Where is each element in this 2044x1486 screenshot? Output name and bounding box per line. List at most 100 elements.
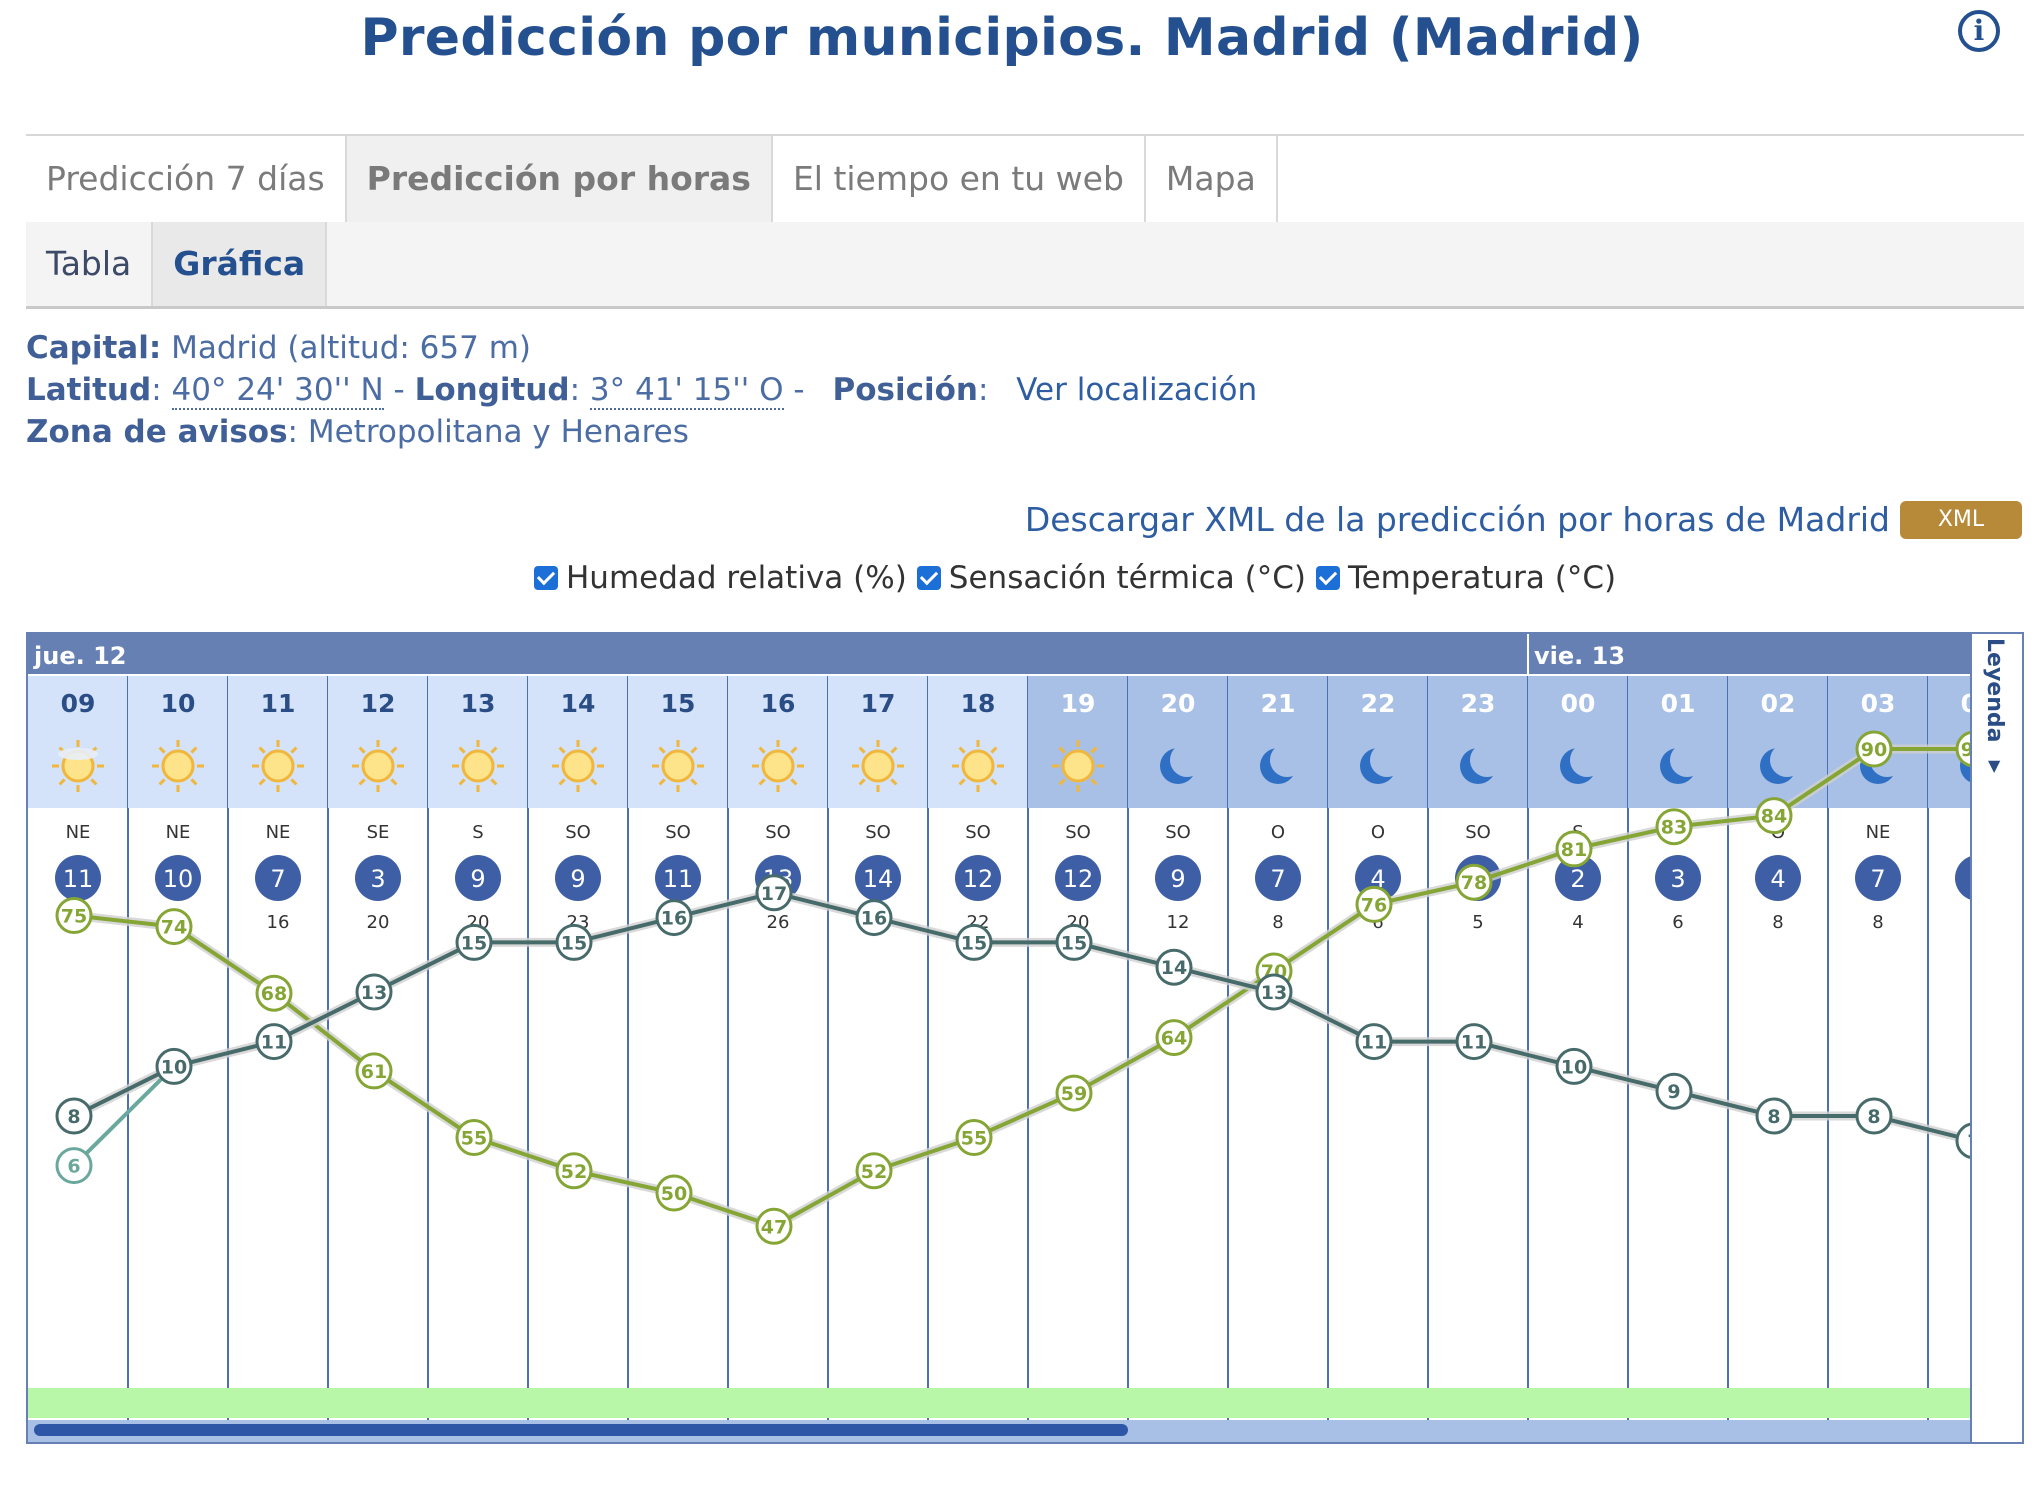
hour-cell-bg bbox=[1328, 676, 1428, 808]
moon-icon-mask bbox=[1270, 743, 1304, 777]
humedad-point bbox=[1455, 863, 1493, 901]
wind-speed: 12 bbox=[963, 865, 994, 893]
hour-label: 10 bbox=[161, 689, 196, 718]
pos-label: Posición bbox=[832, 372, 978, 408]
sub-tabs: Tabla Gráfica bbox=[26, 222, 2024, 309]
humedad-label: 78 bbox=[1461, 872, 1487, 894]
xml-download-link[interactable]: Descargar XML de la predicción por horas… bbox=[1024, 500, 1890, 539]
humedad-point bbox=[455, 1119, 493, 1156]
legend-label: Leyenda bbox=[1982, 638, 2007, 743]
wind-direction: NE bbox=[66, 822, 91, 843]
day-label: vie. 13 bbox=[1534, 642, 1625, 670]
hour-label: 22 bbox=[1361, 689, 1396, 718]
day-header-bar bbox=[28, 634, 1972, 674]
temperatura-label: 17 bbox=[761, 883, 787, 905]
temperatura-point bbox=[455, 923, 493, 961]
sun-icon bbox=[661, 749, 695, 783]
sun-ray bbox=[858, 778, 866, 786]
wind-speed-icon bbox=[155, 855, 201, 901]
humedad-point bbox=[955, 1119, 993, 1156]
humedad-point bbox=[555, 1152, 593, 1190]
subtab-grafica[interactable]: Gráfica bbox=[153, 222, 328, 306]
wind-speed-icon bbox=[555, 855, 601, 901]
wind-gust: 12 bbox=[1167, 912, 1190, 933]
wind-speed: 10 bbox=[163, 865, 194, 893]
wind-speed-icon bbox=[55, 855, 101, 901]
info-icon[interactable]: i bbox=[1958, 10, 2000, 52]
humedad-point bbox=[855, 1152, 893, 1190]
check-temperatura[interactable]: Temperatura (°C) bbox=[1315, 560, 1616, 596]
temperatura-label: 15 bbox=[461, 932, 487, 954]
sun-icon bbox=[161, 749, 195, 783]
wind-speed: 7 bbox=[270, 865, 285, 893]
ver-localizacion-link[interactable]: Ver localización bbox=[1016, 372, 1258, 408]
tab-prediccion-7-dias[interactable]: Predicción 7 días bbox=[26, 136, 347, 222]
xml-button[interactable]: XML bbox=[1900, 500, 2022, 539]
checkbox-icon[interactable] bbox=[916, 566, 941, 590]
checkbox-icon[interactable] bbox=[1315, 566, 1340, 590]
humedad-label: 90 bbox=[1861, 739, 1887, 761]
sun-ray bbox=[290, 746, 298, 754]
forecast-chart-svg: jue. 12 vie. 13 09 NE 11 19 10 NE 10 17 11 NE 7 16 12 S… bbox=[28, 634, 2022, 1442]
temperatura-label: 10 bbox=[161, 1056, 187, 1078]
temperatura-point bbox=[655, 899, 693, 937]
temperatura-point bbox=[1455, 1023, 1493, 1061]
moon-icon-mask bbox=[1470, 743, 1504, 777]
check-sensacion[interactable]: Sensación térmica (°C) bbox=[916, 560, 1306, 596]
wind-speed: 12 bbox=[1063, 865, 1094, 893]
wind-speed: 9 bbox=[470, 865, 485, 893]
wind-gust: 6 bbox=[1672, 912, 1683, 933]
hour-label: 09 bbox=[61, 689, 96, 718]
hour-label: 15 bbox=[661, 689, 696, 718]
wind-direction: NE bbox=[1866, 822, 1891, 843]
page-title: Predicción por municipios. Madrid (Madri… bbox=[360, 8, 1644, 68]
sun-ray bbox=[758, 746, 766, 754]
sun-ray bbox=[658, 778, 666, 786]
lat-label: Latitud bbox=[26, 372, 152, 408]
temperatura-label: 11 bbox=[1361, 1032, 1387, 1054]
wind-speed-icon bbox=[1555, 855, 1601, 901]
temperatura-label: 11 bbox=[1461, 1032, 1487, 1054]
capital-label: Capital: bbox=[26, 330, 162, 366]
hour-cell-bg bbox=[1228, 676, 1328, 808]
temperatura-label: 14 bbox=[1161, 957, 1187, 979]
checkbox-icon[interactable] bbox=[534, 566, 558, 590]
wind-speed-icon bbox=[355, 855, 401, 901]
sun-ray bbox=[458, 778, 466, 786]
sun-ray bbox=[590, 778, 598, 786]
sun-ray bbox=[358, 746, 366, 754]
hour-label: 01 bbox=[1661, 689, 1696, 718]
hour-cell-bg bbox=[1428, 676, 1528, 808]
check-humedad[interactable]: Humedad relativa (%) bbox=[534, 560, 907, 596]
tab-prediccion-por-horas[interactable]: Predicción por horas bbox=[346, 136, 773, 222]
tab-mapa[interactable]: Mapa bbox=[1145, 136, 1278, 222]
temperatura-point bbox=[355, 973, 393, 1011]
hour-label: 02 bbox=[1761, 689, 1796, 718]
lat-value: 40° 24' 30'' N bbox=[171, 372, 384, 410]
wind-direction: NE bbox=[166, 822, 191, 843]
forecast-chart: jue. 12 vie. 13 09 NE 11 19 10 NE 10 17 11 NE 7 16 12 S… bbox=[26, 632, 2024, 1444]
temperatura-label: 15 bbox=[961, 932, 987, 954]
sun-ray bbox=[958, 746, 966, 754]
tab-el-tiempo-en-tu-web[interactable]: El tiempo en tu web bbox=[772, 136, 1146, 222]
sensacion-line bbox=[72, 1064, 176, 1168]
sun-icon bbox=[461, 749, 495, 783]
temperatura-label: 15 bbox=[561, 932, 587, 954]
subtab-tabla[interactable]: Tabla bbox=[26, 222, 154, 306]
legend-panel[interactable]: Leyenda ▼ bbox=[1970, 632, 2024, 1444]
sun-ray bbox=[658, 746, 666, 754]
humedad-label: 55 bbox=[961, 1128, 987, 1150]
sun-icon bbox=[561, 749, 595, 783]
wind-direction: SO bbox=[1465, 822, 1491, 843]
main-tabs: Predicción 7 días Predicción por horas E… bbox=[26, 134, 2024, 225]
temperatura-label: 11 bbox=[261, 1032, 287, 1054]
temperatura-point bbox=[155, 1047, 193, 1085]
humedad-label: 68 bbox=[261, 983, 287, 1005]
wind-speed: 11 bbox=[63, 865, 94, 893]
wind-direction: SO bbox=[1165, 822, 1191, 843]
wind-speed: 14 bbox=[863, 865, 894, 893]
temperatura-point bbox=[1155, 948, 1193, 986]
wind-gust: 20 bbox=[367, 912, 390, 933]
humedad-label: 74 bbox=[161, 917, 187, 939]
wind-direction: SO bbox=[765, 822, 791, 843]
